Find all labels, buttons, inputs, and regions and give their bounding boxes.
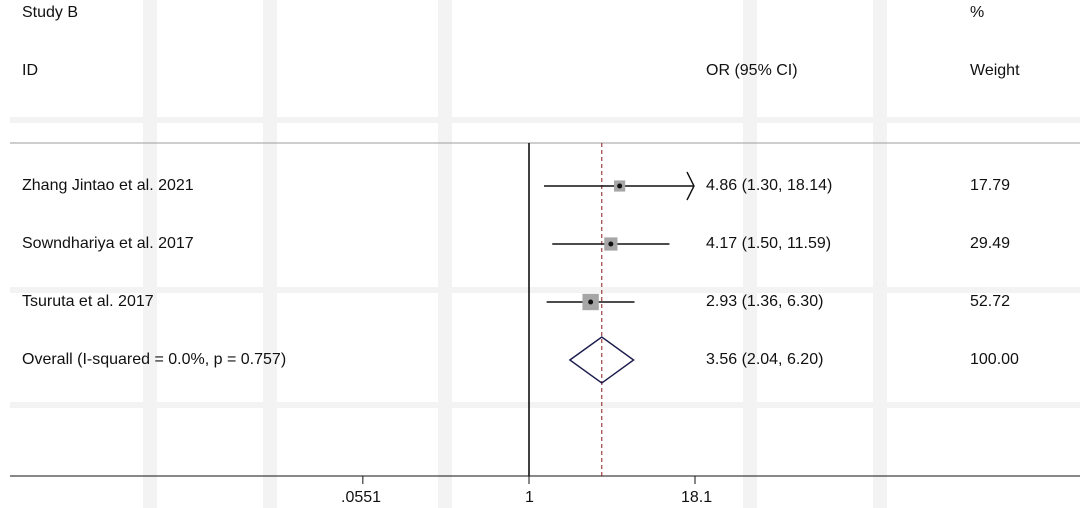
point-estimate	[608, 241, 614, 247]
overall-diamond	[568, 336, 635, 384]
point-estimate	[617, 183, 623, 189]
overall-label: Overall (I-squared = 0.0%, p = 0.757)	[22, 351, 287, 368]
plot-marks	[362, 143, 696, 484]
header-study: Study B	[22, 4, 79, 21]
study-weight: 29.49	[970, 235, 1011, 252]
x-tick-label: 1	[525, 489, 534, 506]
study-ci-text: 4.17 (1.50, 11.59)	[706, 235, 832, 252]
header-weight: Weight	[970, 62, 1020, 79]
ci-arrow	[686, 171, 695, 201]
x-tick-label: 18.1	[681, 489, 713, 506]
study-label: Sowndhariya et al. 2017	[22, 235, 194, 252]
study-ci-text: 4.86 (1.30, 18.14)	[706, 177, 833, 194]
study-ci-text: 2.93 (1.36, 6.30)	[706, 293, 824, 310]
overall-weight: 100.00	[970, 351, 1019, 368]
x-tick-label: .0551	[341, 489, 382, 506]
point-estimate	[588, 299, 594, 305]
study-weight: 52.72	[970, 293, 1011, 310]
study-weight: 17.79	[970, 177, 1011, 194]
study-label: Zhang Jintao et al. 2021	[22, 177, 194, 194]
header-percent: %	[970, 4, 985, 21]
overall-ci-text: 3.56 (2.04, 6.20)	[706, 351, 824, 368]
header-or-ci: OR (95% CI)	[706, 62, 798, 79]
background-grid	[10, 0, 1080, 508]
study-label: Tsuruta et al. 2017	[22, 293, 154, 310]
header-id: ID	[22, 62, 38, 79]
